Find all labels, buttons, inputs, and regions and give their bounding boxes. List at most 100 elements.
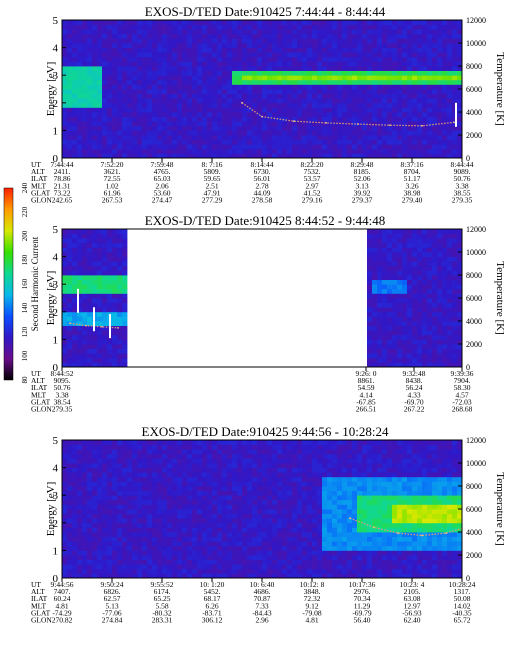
spectrogram-cell — [67, 242, 73, 248]
spectrogram-cell — [112, 463, 118, 468]
spectrogram-cell — [72, 121, 78, 127]
spectrogram-cell — [212, 43, 218, 48]
spectrogram-cell — [192, 79, 198, 85]
spectrogram-cell — [367, 270, 373, 276]
spectrogram-cell — [362, 47, 368, 53]
spectrogram-cell — [142, 555, 148, 560]
spectrogram-cell — [167, 522, 173, 528]
spectrogram-cell — [122, 33, 128, 39]
spectrogram-cell — [227, 504, 233, 510]
temperature-point — [261, 115, 263, 118]
spectrogram-cell — [377, 270, 383, 276]
spectrogram-cell — [147, 472, 153, 478]
spectrogram-cell — [372, 70, 378, 76]
ephemeris-value: 8:14:44 — [251, 160, 274, 169]
spectrogram-cell — [92, 339, 98, 345]
spectrogram-cell — [162, 495, 168, 501]
spectrogram-cell — [127, 532, 133, 537]
spectrogram-cell — [457, 38, 463, 44]
spectrogram-cell — [222, 24, 228, 30]
spectrogram-cell — [252, 440, 258, 445]
spectrogram-cell — [92, 302, 98, 308]
spectrogram-cell — [167, 79, 173, 85]
spectrogram-cell — [87, 148, 93, 154]
spectrogram-cell — [107, 52, 113, 58]
spectrogram-cell — [372, 98, 378, 104]
spectrogram-cell — [287, 47, 293, 53]
spectrogram-cell — [322, 93, 328, 99]
spectrogram-cell — [342, 102, 348, 108]
spectrogram-cell — [222, 93, 228, 99]
spectrogram-cell — [152, 139, 158, 145]
spectrogram-cell — [182, 148, 188, 154]
spectrogram-cell — [417, 29, 423, 35]
spectrogram-cell — [112, 353, 118, 359]
spectrogram-cell — [127, 536, 133, 542]
spectrogram-cell — [272, 135, 278, 140]
spectrogram-cell — [402, 321, 408, 326]
spectrogram-cell — [382, 261, 388, 267]
spectrogram-cell — [312, 79, 318, 85]
spectrogram-cell — [207, 38, 213, 44]
spectrogram-cell — [437, 348, 443, 354]
spectrogram-cell — [122, 38, 128, 44]
spectrogram-cell — [87, 490, 93, 496]
spectrogram-cell — [217, 47, 223, 53]
spectrogram-cell — [67, 509, 73, 514]
spectrogram-cell — [67, 261, 73, 267]
spectrogram-cell — [177, 47, 183, 53]
spectrogram-cell — [77, 265, 83, 271]
spectrogram-cell — [197, 24, 203, 30]
spectrogram-cell — [227, 70, 233, 76]
spectrogram-cell — [272, 472, 278, 478]
spectrogram-cell — [167, 125, 173, 131]
spectrogram-cell — [177, 444, 183, 450]
spectrogram-cell — [82, 357, 88, 363]
spectrogram-cell — [122, 463, 128, 468]
spectrogram-cell — [72, 233, 78, 239]
spectrogram-cell — [357, 79, 363, 85]
spectrogram-cell — [157, 66, 163, 71]
spectrogram-cell — [122, 20, 128, 25]
spectrogram-cell — [252, 148, 258, 154]
spectrogram-cell — [327, 43, 333, 48]
spectrogram-cell — [242, 564, 248, 570]
spectrogram-cell — [437, 33, 443, 39]
spectrogram-cell — [422, 298, 428, 303]
spectrogram-cell — [172, 472, 178, 478]
spectrogram-cell — [167, 24, 173, 30]
colorbar-tick-label: 100 — [21, 350, 29, 361]
spectrogram-cell — [237, 573, 243, 579]
spectrogram-cell — [367, 84, 373, 90]
spectrogram-cell — [232, 559, 238, 565]
spectrogram-cell — [137, 518, 143, 524]
spectrogram-cell — [102, 66, 108, 71]
spectrogram-cell — [117, 559, 123, 565]
spectrogram-cell — [117, 440, 123, 445]
spectrogram-cell — [72, 564, 78, 570]
spectrogram-cell — [452, 247, 458, 253]
spectrogram-cell — [202, 444, 208, 450]
spectrogram-cell — [372, 270, 378, 276]
spectrogram-cell — [272, 52, 278, 58]
spectrogram-cell — [457, 130, 463, 136]
spectrogram-cell — [222, 43, 228, 48]
spectrogram-cell — [212, 116, 218, 122]
spectrogram-cell — [282, 116, 288, 122]
spectrogram-cell — [222, 116, 228, 122]
spectrogram-cell — [152, 98, 158, 104]
spectrogram-cell — [137, 135, 143, 140]
spectrogram-cell — [67, 311, 73, 317]
spectrogram-cell — [157, 52, 163, 58]
spectrogram-cell — [427, 275, 433, 280]
spectrogram-cell — [82, 279, 88, 285]
spectrogram-cell — [252, 144, 258, 150]
spectrogram-cell — [82, 550, 88, 556]
spectrogram-cell — [202, 125, 208, 131]
spectrogram-cell — [332, 47, 338, 53]
spectrogram-cell — [377, 116, 383, 122]
spectrogram-cell — [252, 522, 258, 528]
spectrogram-cell — [232, 476, 238, 482]
spectrogram-cell — [277, 75, 283, 81]
spectrogram-cell — [202, 476, 208, 482]
